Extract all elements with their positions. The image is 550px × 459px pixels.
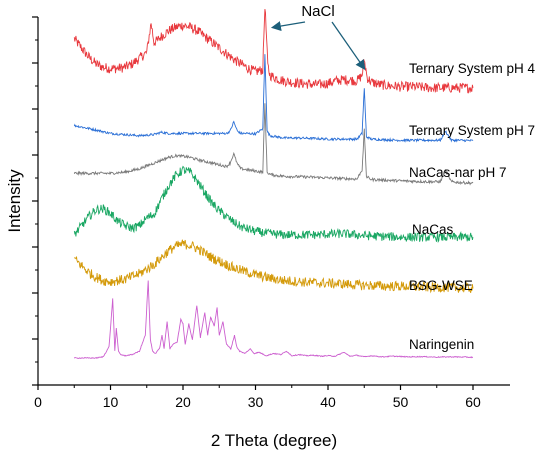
series-label: BSG-WSE bbox=[409, 278, 473, 293]
nacl-arrow bbox=[331, 21, 366, 71]
series-labels: Ternary System pH 4 Ternary System pH 7 Na… bbox=[409, 61, 536, 352]
series-label: Ternary System pH 4 bbox=[409, 61, 536, 76]
x-tick-label: 40 bbox=[320, 394, 336, 410]
series-label: Naringenin bbox=[409, 337, 474, 352]
x-axis-label: 2 Theta (degree) bbox=[211, 431, 337, 450]
y-axis-ticks bbox=[32, 16, 38, 386]
series-label: NaCas-nar pH 7 bbox=[409, 165, 507, 180]
x-axis-ticks: 0 10 20 30 40 50 60 bbox=[34, 385, 481, 410]
series-label: NaCas bbox=[412, 222, 454, 237]
series-line bbox=[73, 165, 474, 244]
series-layer bbox=[73, 9, 474, 359]
x-tick-label: 60 bbox=[465, 394, 481, 410]
y-axis-label: Intensity bbox=[5, 169, 24, 233]
x-tick-label: 20 bbox=[175, 394, 191, 410]
nacl-annotation: NaCl bbox=[270, 3, 366, 71]
series-label: Ternary System pH 7 bbox=[409, 123, 535, 138]
x-tick-label: 50 bbox=[393, 394, 409, 410]
x-tick-label: 30 bbox=[248, 394, 264, 410]
series-line bbox=[73, 103, 474, 186]
nacl-label: NaCl bbox=[301, 3, 334, 20]
series-line bbox=[73, 54, 474, 143]
series-line bbox=[73, 239, 474, 294]
x-tick-label: 10 bbox=[103, 394, 119, 410]
nacl-arrow bbox=[270, 21, 306, 32]
series-line bbox=[73, 9, 474, 94]
x-tick-label: 0 bbox=[34, 394, 42, 410]
series-line bbox=[73, 280, 474, 359]
